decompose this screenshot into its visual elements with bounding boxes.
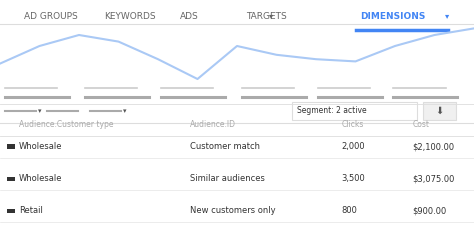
Text: Segment: 2 active: Segment: 2 active: [297, 106, 367, 115]
Bar: [292, 102, 417, 120]
Text: ADS: ADS: [180, 11, 199, 21]
Text: Wholesale: Wholesale: [19, 142, 63, 151]
Text: Clicks: Clicks: [341, 120, 364, 129]
Bar: [7, 177, 15, 181]
Bar: [7, 209, 15, 213]
Text: 3,500: 3,500: [341, 174, 365, 183]
Text: DIMENSIONS: DIMENSIONS: [360, 11, 426, 21]
Text: $900.00: $900.00: [412, 206, 447, 215]
Text: Customer match: Customer match: [190, 142, 260, 151]
Text: KEYWORDS: KEYWORDS: [104, 11, 156, 21]
Text: Audience.ID: Audience.ID: [190, 120, 236, 129]
Text: $2,100.00: $2,100.00: [412, 142, 455, 151]
Text: Cost: Cost: [412, 120, 429, 129]
Text: Retail: Retail: [19, 206, 43, 215]
Text: 2,000: 2,000: [341, 142, 365, 151]
Text: 800: 800: [341, 206, 357, 215]
Bar: [7, 144, 15, 149]
Text: $3,075.00: $3,075.00: [412, 174, 455, 183]
Bar: [423, 102, 456, 120]
Text: ⬇: ⬇: [435, 106, 444, 116]
Text: Similar audiences: Similar audiences: [190, 174, 264, 183]
Text: New customers only: New customers only: [190, 206, 275, 215]
Text: ▾: ▾: [445, 11, 449, 21]
Text: ▾: ▾: [38, 108, 41, 114]
Text: Audience.Customer type: Audience.Customer type: [19, 120, 113, 129]
Text: TARGETS: TARGETS: [246, 11, 287, 21]
Text: ▾: ▾: [123, 108, 127, 114]
Text: AD GROUPS: AD GROUPS: [24, 11, 77, 21]
Text: Wholesale: Wholesale: [19, 174, 63, 183]
Text: ▾: ▾: [269, 11, 273, 21]
